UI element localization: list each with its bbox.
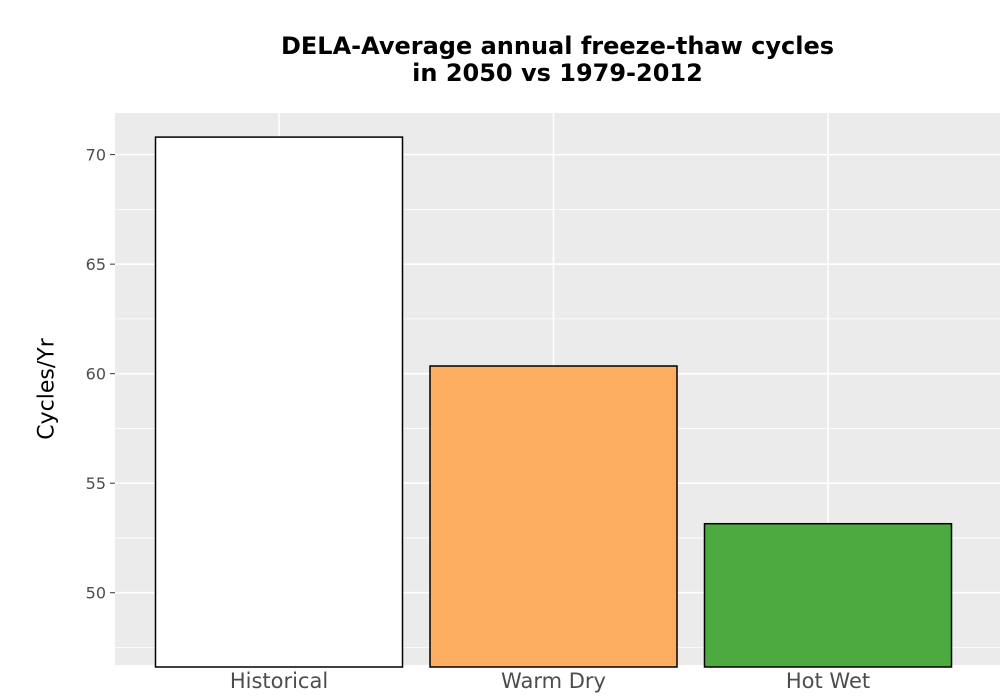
y-tick-label: 60 [86,365,106,384]
x-axis: Historical Warm Dry Hot Wet [230,669,870,693]
bar-hot-wet [703,522,953,668]
chart-title-line1: DELA-Average annual freeze-thaw cycles [280,32,835,60]
x-tick-label: Warm Dry [501,669,606,693]
bar-warm-dry [429,365,678,668]
y-tick-label: 50 [86,584,106,603]
y-tick-label: 65 [86,255,106,274]
y-tick-label: 55 [86,474,106,493]
bars [154,136,953,668]
y-axis: 50 55 60 65 70 [86,146,115,603]
x-tick-label: Hot Wet [786,669,870,693]
bar-historical [154,136,404,668]
y-tick-label: 70 [86,146,106,165]
x-tick-label: Historical [230,669,328,693]
chart-title-line2: in 2050 vs 1979-2012 [412,59,703,87]
